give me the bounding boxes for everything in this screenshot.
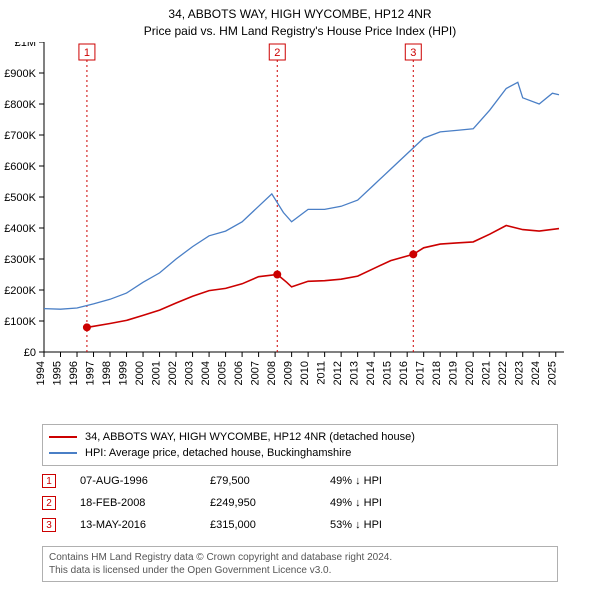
svg-text:£700K: £700K xyxy=(4,130,36,142)
event-delta: 53% ↓ HPI xyxy=(330,519,558,531)
svg-text:2022: 2022 xyxy=(497,361,509,385)
svg-text:£500K: £500K xyxy=(4,192,36,204)
svg-text:2013: 2013 xyxy=(349,361,361,385)
event-row: 3 13-MAY-2016 £315,000 53% ↓ HPI xyxy=(42,514,558,536)
svg-text:2008: 2008 xyxy=(266,361,278,385)
event-price: £315,000 xyxy=(210,519,330,531)
footer-line-1: Contains HM Land Registry data © Crown c… xyxy=(49,551,551,564)
event-price: £249,950 xyxy=(210,497,330,509)
svg-text:2018: 2018 xyxy=(431,361,443,385)
event-delta: 49% ↓ HPI xyxy=(330,475,558,487)
svg-text:1995: 1995 xyxy=(52,361,64,385)
svg-text:£1M: £1M xyxy=(15,42,36,49)
event-row: 1 07-AUG-1996 £79,500 49% ↓ HPI xyxy=(42,470,558,492)
svg-text:£900K: £900K xyxy=(4,68,36,80)
svg-text:2010: 2010 xyxy=(299,361,311,385)
svg-text:1997: 1997 xyxy=(85,361,97,385)
svg-text:£300K: £300K xyxy=(4,254,36,266)
svg-text:2019: 2019 xyxy=(448,361,460,385)
chart-area: £0 £100K £200K £300K £400K £500K £600K £700K £80… xyxy=(0,42,600,412)
event-row: 2 18-FEB-2008 £249,950 49% ↓ HPI xyxy=(42,492,558,514)
svg-text:2: 2 xyxy=(274,47,280,59)
svg-text:2014: 2014 xyxy=(365,361,377,385)
svg-text:2021: 2021 xyxy=(481,361,493,385)
svg-text:1994: 1994 xyxy=(35,361,47,385)
legend-swatch-hpi xyxy=(49,452,77,454)
svg-text:2003: 2003 xyxy=(184,361,196,385)
svg-text:£200K: £200K xyxy=(4,285,36,297)
svg-text:1996: 1996 xyxy=(68,361,80,385)
chart-container: 34, ABBOTS WAY, HIGH WYCOMBE, HP12 4NR P… xyxy=(0,0,600,590)
svg-text:2020: 2020 xyxy=(464,361,476,385)
svg-text:1998: 1998 xyxy=(101,361,113,385)
title-line-1: 34, ABBOTS WAY, HIGH WYCOMBE, HP12 4NR xyxy=(0,6,600,23)
title-block: 34, ABBOTS WAY, HIGH WYCOMBE, HP12 4NR P… xyxy=(0,0,600,40)
svg-text:2015: 2015 xyxy=(382,361,394,385)
legend-swatch-property xyxy=(49,436,77,438)
svg-text:£800K: £800K xyxy=(4,99,36,111)
event-marker-icon: 2 xyxy=(42,496,56,510)
svg-text:2023: 2023 xyxy=(514,361,526,385)
event-marker-icon: 1 xyxy=(42,474,56,488)
svg-text:2017: 2017 xyxy=(415,361,427,385)
svg-text:£0: £0 xyxy=(24,347,36,359)
event-date: 18-FEB-2008 xyxy=(80,497,210,509)
svg-text:£100K: £100K xyxy=(4,316,36,328)
svg-text:2007: 2007 xyxy=(250,361,262,385)
chart-svg: £0 £100K £200K £300K £400K £500K £600K £700K £80… xyxy=(0,42,600,412)
svg-text:2000: 2000 xyxy=(134,361,146,385)
legend-label-hpi: HPI: Average price, detached house, Buck… xyxy=(85,447,351,459)
svg-text:2001: 2001 xyxy=(151,361,163,385)
legend-row: HPI: Average price, detached house, Buck… xyxy=(49,445,551,461)
event-delta: 49% ↓ HPI xyxy=(330,497,558,509)
svg-text:3: 3 xyxy=(410,47,416,59)
legend-row: 34, ABBOTS WAY, HIGH WYCOMBE, HP12 4NR (… xyxy=(49,429,551,445)
event-price: £79,500 xyxy=(210,475,330,487)
legend-label-property: 34, ABBOTS WAY, HIGH WYCOMBE, HP12 4NR (… xyxy=(85,431,415,443)
footer-line-2: This data is licensed under the Open Gov… xyxy=(49,564,551,577)
svg-text:2016: 2016 xyxy=(398,361,410,385)
svg-text:2006: 2006 xyxy=(233,361,245,385)
event-marker-icon: 3 xyxy=(42,518,56,532)
svg-text:2011: 2011 xyxy=(316,361,328,385)
svg-text:£600K: £600K xyxy=(4,161,36,173)
event-date: 13-MAY-2016 xyxy=(80,519,210,531)
svg-text:2012: 2012 xyxy=(332,361,344,385)
svg-text:2009: 2009 xyxy=(283,361,295,385)
svg-text:2004: 2004 xyxy=(200,361,212,385)
event-date: 07-AUG-1996 xyxy=(80,475,210,487)
title-line-2: Price paid vs. HM Land Registry's House … xyxy=(0,23,600,40)
svg-text:2005: 2005 xyxy=(217,361,229,385)
svg-text:£400K: £400K xyxy=(4,223,36,235)
svg-text:2002: 2002 xyxy=(167,361,179,385)
events-block: 1 07-AUG-1996 £79,500 49% ↓ HPI 2 18-FEB… xyxy=(42,470,558,536)
footer-box: Contains HM Land Registry data © Crown c… xyxy=(42,546,558,582)
svg-text:1: 1 xyxy=(84,47,90,59)
svg-text:2024: 2024 xyxy=(530,361,542,385)
svg-text:2025: 2025 xyxy=(547,361,559,385)
legend-box: 34, ABBOTS WAY, HIGH WYCOMBE, HP12 4NR (… xyxy=(42,424,558,466)
svg-text:1999: 1999 xyxy=(118,361,130,385)
